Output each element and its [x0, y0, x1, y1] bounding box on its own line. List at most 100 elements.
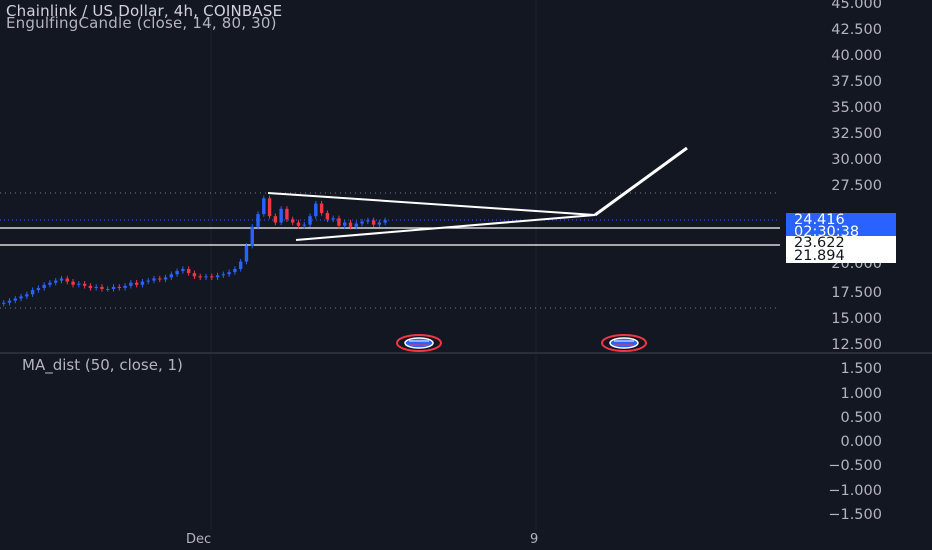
candle: [233, 268, 237, 273]
candle: [279, 208, 283, 223]
candle: [65, 278, 69, 282]
sub-axis-label: 0.500: [840, 410, 882, 426]
us-flag-event-icon[interactable]: [609, 337, 639, 349]
candle: [337, 218, 341, 226]
candle: [2, 302, 6, 304]
candle: [371, 220, 376, 225]
candle: [204, 276, 208, 278]
sub-axis-label: −0.500: [828, 458, 882, 474]
candle: [302, 224, 306, 226]
candle: [215, 275, 220, 278]
candle: [169, 274, 174, 278]
candle: [296, 222, 301, 226]
candle: [111, 286, 116, 290]
candle: [308, 216, 312, 225]
price-axis-label: 27.500: [831, 178, 882, 194]
candle: [152, 278, 156, 281]
event-marker-1[interactable]: [396, 334, 442, 352]
time-axis-label: Dec: [186, 532, 212, 547]
price-axis-label: 42.500: [831, 22, 882, 38]
sub-axis-label: 1.500: [840, 361, 882, 377]
candle: [348, 222, 353, 227]
candle: [314, 203, 318, 217]
price-axis-label: 12.500: [831, 337, 882, 353]
ma-dist-legend[interactable]: MA_dist (50, close, 1): [22, 356, 183, 374]
candle: [273, 216, 278, 223]
candle: [325, 213, 330, 220]
candle: [36, 287, 41, 291]
sub-axis-label: −1.500: [828, 507, 882, 523]
candle: [262, 198, 266, 215]
candle: [377, 222, 382, 225]
candle: [360, 221, 364, 224]
candle: [146, 280, 150, 282]
candle: [42, 284, 46, 288]
candle: [134, 282, 139, 285]
candle: [227, 272, 231, 275]
candle: [106, 289, 110, 291]
grid-lines: [210, 0, 537, 530]
candle: [256, 214, 260, 227]
price-axis-label: 35.000: [831, 100, 882, 116]
candle: [198, 276, 202, 278]
sub-axis-label: −1.000: [828, 483, 882, 499]
sub-axis-label: 0.000: [840, 434, 882, 450]
level-lower-tag[interactable]: 21.894: [786, 249, 896, 263]
candle: [319, 203, 324, 214]
level-upper-tag[interactable]: 23.622: [786, 236, 896, 250]
symbol-legend[interactable]: Chainlink / US Dollar, 4h, COINBASE: [6, 2, 283, 20]
price-axis-label: 45.000: [831, 0, 882, 12]
candle: [48, 282, 52, 285]
projection-arrow-line[interactable]: [594, 146, 688, 217]
candle: [192, 273, 197, 277]
candle: [59, 278, 64, 281]
candle: [267, 198, 272, 217]
candle: [366, 220, 370, 222]
candle: [54, 280, 58, 283]
candle: [13, 298, 17, 301]
candle: [210, 276, 214, 278]
indicator-legend[interactable]: EngulfingCandle (close, 14, 80, 30): [6, 14, 277, 32]
price-axis-label: 30.000: [831, 152, 882, 168]
us-flag-event-icon[interactable]: [404, 337, 434, 349]
candle: [25, 294, 29, 297]
candle: [238, 261, 243, 269]
price-axis-label: 32.500: [831, 126, 882, 142]
price-axis-label: 17.500: [831, 285, 882, 301]
candle: [250, 226, 254, 246]
candle: [285, 208, 289, 220]
candle: [82, 283, 87, 286]
candle: [30, 290, 35, 295]
candles: [2, 195, 387, 307]
last-price-tag[interactable]: 24.416: [786, 213, 896, 227]
candle: [140, 281, 145, 285]
candle: [291, 219, 295, 223]
bar-countdown-tag: 02:30:38: [786, 225, 896, 239]
triangle-pattern-drawing[interactable]: [267, 146, 688, 241]
candle: [77, 283, 81, 285]
candle: [71, 281, 75, 285]
candle: [7, 300, 12, 303]
candle: [331, 218, 335, 220]
candle: [129, 282, 133, 286]
candle: [88, 285, 93, 288]
candle: [94, 286, 98, 288]
candle: [123, 285, 127, 288]
candle: [244, 245, 249, 262]
event-marker-2[interactable]: [601, 334, 647, 352]
candle: [354, 223, 358, 227]
candle: [19, 296, 23, 299]
sub-axis-label: 1.000: [840, 386, 882, 402]
candle: [100, 286, 104, 290]
candle: [383, 220, 387, 223]
candle: [158, 278, 162, 280]
candle: [175, 271, 179, 275]
candle: [186, 268, 191, 274]
candle: [181, 268, 185, 272]
candle: [163, 277, 168, 280]
triangle-lower-trendline[interactable]: [295, 214, 596, 241]
triangle-upper-trendline[interactable]: [267, 192, 596, 216]
candle: [117, 286, 121, 288]
candle: [343, 222, 347, 226]
